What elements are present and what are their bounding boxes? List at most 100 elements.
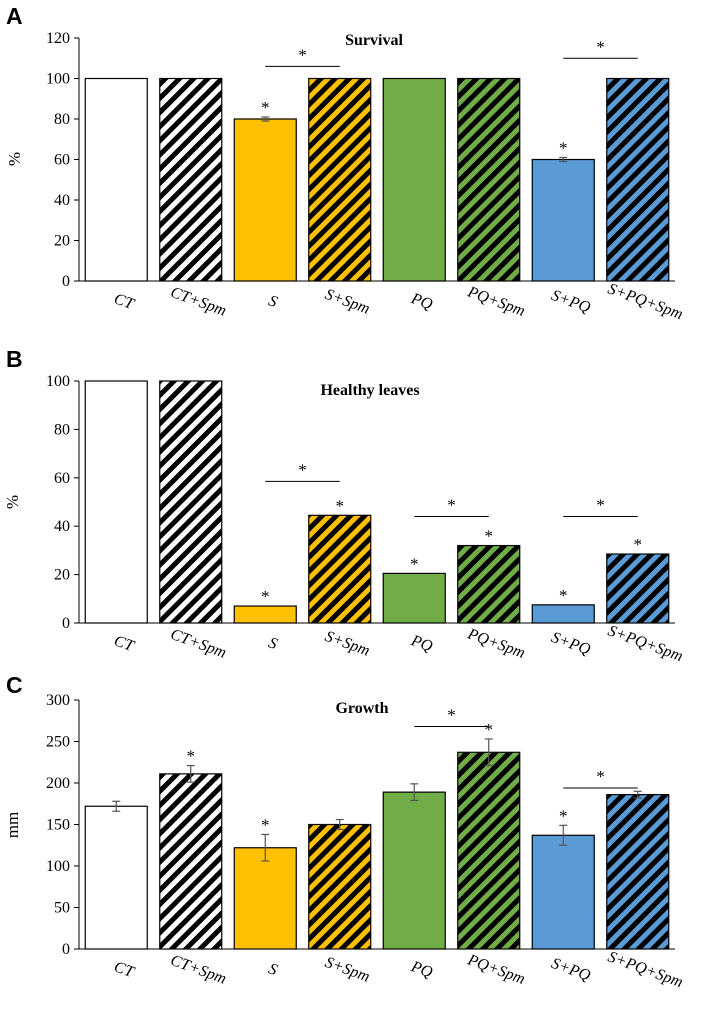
bar-hatch bbox=[606, 78, 669, 281]
bar-hatch bbox=[159, 78, 222, 281]
comparison-star: * bbox=[447, 496, 456, 515]
bar-outline bbox=[159, 380, 223, 624]
x-tick-label: S bbox=[266, 292, 279, 311]
y-axis-label: mm bbox=[3, 812, 22, 838]
bar-hatch bbox=[457, 78, 520, 281]
x-tick-label: S+PQ+Spm bbox=[606, 948, 686, 991]
bar-hatch bbox=[308, 78, 371, 281]
bar bbox=[532, 604, 595, 623]
bar bbox=[85, 381, 148, 623]
y-tick-label: 80 bbox=[54, 421, 70, 438]
y-tick-label: 0 bbox=[62, 941, 70, 958]
bar-hatch bbox=[606, 554, 669, 623]
bar-outline bbox=[606, 553, 670, 624]
significance-star: * bbox=[559, 138, 568, 157]
x-tick-label: S bbox=[266, 634, 279, 653]
comparison-star: * bbox=[596, 496, 605, 515]
bar-outline bbox=[84, 77, 148, 282]
chart-title: Healthy leaves bbox=[320, 382, 419, 399]
bar bbox=[383, 78, 446, 281]
y-tick-label: 60 bbox=[54, 470, 70, 487]
significance-star: * bbox=[559, 586, 568, 605]
y-axis-label: % bbox=[5, 152, 24, 166]
x-tick-label: S+Spm bbox=[323, 954, 372, 986]
x-tick-label: S+Spm bbox=[323, 628, 372, 660]
x-tick-label: CT bbox=[112, 632, 137, 655]
bar-hatch bbox=[308, 515, 371, 623]
x-tick-label: PQ+Spm bbox=[464, 625, 527, 662]
significance-star: * bbox=[336, 496, 345, 515]
x-tick-label: CT+Spm bbox=[168, 284, 228, 320]
x-tick-label: PQ+Spm bbox=[464, 283, 527, 320]
bar bbox=[383, 792, 446, 949]
x-tick-label: PQ bbox=[408, 958, 435, 982]
bar bbox=[85, 806, 148, 949]
panel-letter: B bbox=[6, 346, 23, 372]
panel-letter: C bbox=[6, 672, 23, 698]
comparison-star: * bbox=[298, 460, 307, 479]
bar-outline bbox=[382, 77, 446, 282]
y-tick-label: 120 bbox=[46, 30, 70, 47]
y-tick-label: 50 bbox=[54, 900, 70, 917]
bar-outline bbox=[606, 77, 670, 282]
y-tick-label: 200 bbox=[46, 775, 70, 792]
significance-star: * bbox=[559, 806, 568, 825]
plot-area: 0 50 100 150 200 250 300 CT * CT+Spm * S S+Spm PQ * PQ+… bbox=[46, 692, 685, 991]
bar bbox=[383, 573, 446, 623]
bar-hatch bbox=[308, 824, 371, 949]
x-tick-label: CT bbox=[112, 958, 137, 981]
bar-outline bbox=[531, 604, 595, 624]
y-tick-label: 100 bbox=[46, 858, 70, 875]
panel-a: A Survival % 0 20 40 60 80 100 120 CT CT+Spm * S S+… bbox=[5, 3, 685, 323]
x-tick-label: PQ bbox=[408, 290, 435, 314]
y-tick-label: 80 bbox=[54, 111, 70, 128]
bar bbox=[234, 847, 297, 949]
y-tick-label: 40 bbox=[54, 518, 70, 535]
significance-star: * bbox=[410, 554, 419, 573]
y-tick-label: 60 bbox=[54, 152, 70, 169]
significance-star: * bbox=[261, 98, 270, 117]
comparison-star: * bbox=[298, 45, 307, 64]
y-tick-label: 250 bbox=[46, 734, 70, 751]
bar-outline bbox=[159, 77, 223, 282]
bar bbox=[532, 159, 595, 281]
y-tick-label: 20 bbox=[54, 233, 70, 250]
significance-star: * bbox=[485, 720, 494, 739]
bar bbox=[85, 78, 148, 281]
x-tick-label: CT+Spm bbox=[168, 952, 228, 988]
bar-hatch bbox=[457, 545, 520, 623]
bar-outline bbox=[382, 572, 446, 624]
significance-star: * bbox=[634, 535, 643, 554]
x-tick-label: S+PQ+Spm bbox=[606, 280, 686, 323]
bar-hatch bbox=[457, 752, 520, 949]
x-tick-label: S+PQ bbox=[549, 629, 593, 659]
y-tick-label: 300 bbox=[46, 692, 70, 709]
bar-outline bbox=[457, 544, 521, 624]
bar-outline bbox=[308, 514, 372, 624]
bar bbox=[234, 119, 297, 281]
chart-title: Survival bbox=[345, 32, 403, 49]
y-tick-label: 0 bbox=[62, 615, 70, 632]
bar-hatch bbox=[159, 773, 222, 949]
panel-letter: A bbox=[6, 3, 23, 29]
bar bbox=[234, 606, 297, 623]
y-tick-label: 40 bbox=[54, 192, 70, 209]
plot-area: 0 20 40 60 80 100 120 CT CT+Spm * S S+Spm PQ PQ+Spm * S… bbox=[46, 30, 685, 323]
significance-star: * bbox=[485, 527, 494, 546]
x-tick-label: CT bbox=[112, 290, 137, 313]
x-tick-label: S+PQ+Spm bbox=[606, 622, 686, 665]
y-tick-label: 20 bbox=[54, 567, 70, 584]
x-tick-label: CT+Spm bbox=[168, 626, 228, 662]
x-tick-label: S+PQ bbox=[549, 955, 593, 985]
bar bbox=[532, 835, 595, 949]
panel-c: C Growth mm 0 50 100 150 200 250 300 CT * CT+Spm *… bbox=[3, 672, 685, 991]
bar-hatch bbox=[606, 794, 669, 949]
significance-star: * bbox=[261, 815, 270, 834]
x-tick-label: PQ+Spm bbox=[464, 951, 527, 988]
comparison-star: * bbox=[596, 37, 605, 56]
significance-star: * bbox=[187, 747, 196, 766]
plot-area: 0 20 40 60 80 100 CT CT+Spm * S * S+Spm * PQ * PQ+Spm * S… bbox=[46, 373, 685, 665]
x-tick-label: PQ bbox=[408, 632, 435, 656]
y-tick-label: 150 bbox=[46, 817, 70, 834]
